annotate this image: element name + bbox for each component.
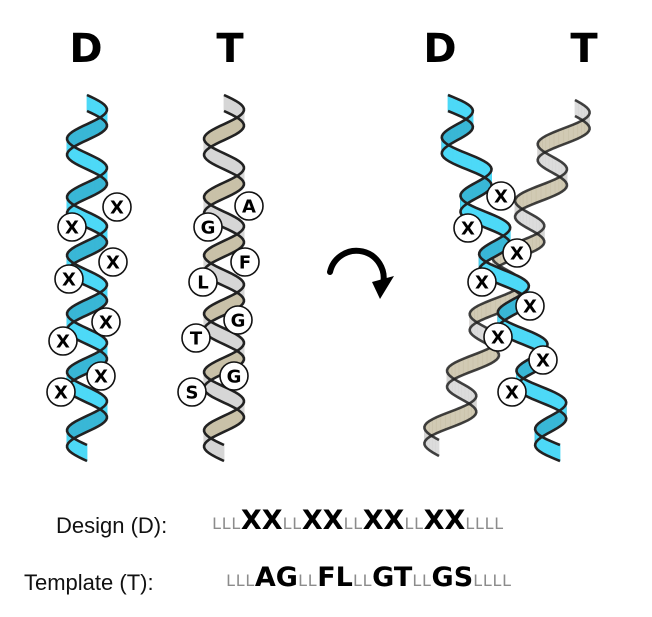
design-residue-4: X xyxy=(98,247,128,277)
svg-text:X: X xyxy=(94,367,108,388)
sequence-linker: LL xyxy=(297,571,318,590)
svg-text:G: G xyxy=(227,367,242,388)
sequence-linker: LL xyxy=(282,514,302,533)
svg-text:X: X xyxy=(56,332,70,353)
sequence-key-residues: XX xyxy=(423,505,466,536)
sequence-key-residues: XX xyxy=(240,505,283,536)
header-left-template: T xyxy=(216,26,244,72)
svg-text:X: X xyxy=(536,351,550,372)
svg-text:L: L xyxy=(197,273,208,294)
template-residue-7: G xyxy=(219,361,249,391)
sequence-linker: LL xyxy=(352,571,373,590)
sequence-linker: LL xyxy=(412,571,432,590)
template-residue-5: G xyxy=(223,305,253,335)
svg-text:F: F xyxy=(239,253,251,274)
overlay-residue-8: X xyxy=(497,377,527,407)
sequence-linker: LLL xyxy=(212,514,241,533)
design-residue-8: X xyxy=(86,361,116,391)
template-residue-3: F xyxy=(230,247,260,277)
design-residue-2: X xyxy=(102,192,132,222)
svg-text:T: T xyxy=(190,329,203,350)
template-sequence-label: Template (T): xyxy=(24,570,154,595)
svg-text:X: X xyxy=(505,383,519,404)
sequence-linker: LL xyxy=(404,514,424,533)
svg-text:X: X xyxy=(491,328,505,349)
sequence-linker: LLLL xyxy=(473,571,512,590)
header-left-design: D xyxy=(69,26,102,72)
svg-text:X: X xyxy=(461,219,475,240)
template-residue-6: T xyxy=(181,323,211,353)
header-right-template: T xyxy=(570,26,598,72)
sequence-key-residues: GS xyxy=(431,562,474,593)
svg-text:X: X xyxy=(62,270,76,291)
overlay-residue-2: X xyxy=(453,213,483,243)
svg-text:X: X xyxy=(65,218,79,239)
template-residue-2: G xyxy=(193,212,223,242)
svg-text:X: X xyxy=(510,244,524,265)
sequence-key-residues: XX xyxy=(301,505,344,536)
design-sequence: LLLXXLLXXLLXXLLXXLLLL xyxy=(212,505,504,536)
overlay-residue-6: X xyxy=(483,322,513,352)
sequence-linker: LL xyxy=(343,514,363,533)
sequence-key-residues: GT xyxy=(372,562,413,593)
clockwise-rotation-arrow-icon xyxy=(327,247,394,299)
header-right-design: D xyxy=(423,26,456,72)
template-sequence-row: Template (T): LLLAGLLFLLLGTLLGSLLLL xyxy=(0,562,652,602)
design-helix: X X X X X X X X xyxy=(46,93,132,463)
sequence-linker: LLL xyxy=(226,571,255,590)
svg-text:X: X xyxy=(523,297,537,318)
design-residue-3: X xyxy=(54,264,84,294)
svg-text:X: X xyxy=(54,383,68,404)
template-residue-1: A xyxy=(234,191,264,221)
sequence-key-residues: AG xyxy=(254,562,298,593)
design-residue-7: X xyxy=(46,377,76,407)
svg-text:G: G xyxy=(201,218,216,239)
design-sequence-label: Design (D): xyxy=(56,513,168,538)
svg-text:X: X xyxy=(110,198,124,219)
template-residue-8: S xyxy=(177,377,207,407)
sequence-key-residues: FL xyxy=(317,562,353,593)
overlay-residue-7: X xyxy=(528,345,558,375)
template-helix: A G F L G T G S xyxy=(177,93,264,463)
svg-text:A: A xyxy=(242,197,256,218)
sequence-key-residues: XX xyxy=(362,505,405,536)
design-residue-6: X xyxy=(91,307,121,337)
svg-text:G: G xyxy=(231,311,246,332)
overlay-residue-1: X xyxy=(486,181,516,211)
design-residue-1: X xyxy=(57,212,87,242)
svg-text:X: X xyxy=(475,273,489,294)
template-sequence: LLLAGLLFLLLGTLLGSLLLL xyxy=(226,562,512,593)
svg-text:X: X xyxy=(99,313,113,334)
design-residue-5: X xyxy=(48,326,78,356)
overlay-residue-4: X xyxy=(467,267,497,297)
svg-text:X: X xyxy=(494,187,508,208)
sequence-linker: LLLL xyxy=(465,514,504,533)
svg-text:X: X xyxy=(106,253,120,274)
design-sequence-row: Design (D): LLLXXLLXXLLXXLLXXLLLL xyxy=(0,505,652,545)
overlay-residue-5: X xyxy=(515,291,545,321)
template-residue-4: L xyxy=(188,267,218,297)
svg-text:S: S xyxy=(186,383,199,404)
overlay-residue-3: X xyxy=(502,238,532,268)
